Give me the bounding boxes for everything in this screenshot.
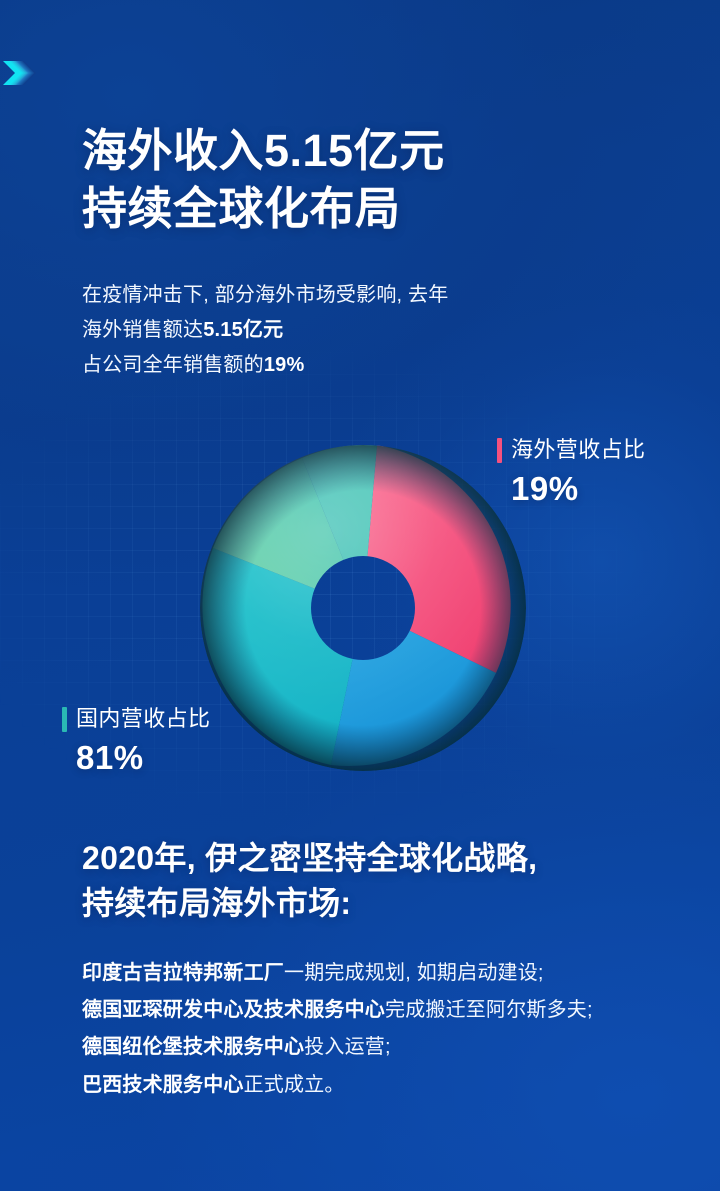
list-item-bold: 德国纽伦堡技术服务中心 bbox=[82, 1036, 305, 1059]
section-heading: 2020年, 伊之密坚持全球化战略, 持续布局海外市场: bbox=[82, 836, 537, 927]
page-title-line-2: 持续全球化布局 bbox=[82, 182, 401, 234]
summary-paragraph: 在疫情冲击下, 部分海外市场受影响, 去年 海外销售额达5.15亿元 占公司全年… bbox=[82, 278, 448, 382]
legend-domestic-color-swatch bbox=[62, 707, 67, 732]
milestone-list: 印度古吉拉特邦新工厂一期完成规划, 如期启动建设; 德国亚琛研发中心及技术服务中… bbox=[82, 955, 593, 1104]
list-item-bold: 巴西技术服务中心 bbox=[82, 1073, 244, 1096]
list-item-text: 一期完成规划, 如期启动建设; bbox=[284, 962, 544, 984]
summary-line-3: 占公司全年销售额的19% bbox=[82, 348, 448, 383]
legend-domestic-row: 国内营收占比 bbox=[62, 706, 210, 732]
summary-line-3-highlight: 19% bbox=[263, 353, 305, 376]
section-heading-line-1: 2020年, 伊之密坚持全球化战略, bbox=[82, 840, 538, 876]
section-heading-line-2: 持续布局海外市场: bbox=[82, 885, 352, 922]
list-item-bold: 德国亚琛研发中心及技术服务中心 bbox=[82, 999, 385, 1022]
list-item: 德国纽伦堡技术服务中心投入运营; bbox=[82, 1029, 593, 1066]
legend-domestic: 国内营收占比 81% bbox=[62, 706, 210, 778]
legend-overseas-color-swatch bbox=[497, 438, 502, 463]
list-item-text: 完成搬迁至阿尔斯多夫; bbox=[385, 999, 593, 1022]
list-item-text: 正式成立。 bbox=[243, 1073, 345, 1096]
list-item-bold: 印度古吉拉特邦新工厂 bbox=[82, 962, 284, 984]
list-item: 德国亚琛研发中心及技术服务中心完成搬迁至阿尔斯多夫; bbox=[82, 992, 593, 1029]
summary-line-2-highlight: 5.15亿元 bbox=[203, 318, 284, 341]
list-item-text: 投入运营; bbox=[304, 1036, 391, 1059]
donut-segments bbox=[200, 444, 526, 771]
legend-overseas-row: 海外营收占比 bbox=[497, 437, 645, 463]
summary-line-2-text: 海外销售额达 bbox=[82, 318, 204, 341]
summary-line-1: 在疫情冲击下, 部分海外市场受影响, 去年 bbox=[82, 284, 449, 306]
legend-overseas-label: 海外营收占比 bbox=[511, 437, 646, 462]
legend-domestic-value: 81% bbox=[76, 739, 144, 776]
page-title-line-1: 海外收入5.15亿元 bbox=[82, 125, 445, 176]
revenue-donut-chart bbox=[198, 443, 528, 773]
summary-line-2: 海外销售额达5.15亿元 bbox=[82, 313, 448, 348]
legend-overseas-value: 19% bbox=[511, 470, 579, 507]
list-item: 巴西技术服务中心正式成立。 bbox=[82, 1067, 593, 1104]
donut-chart-svg bbox=[200, 444, 526, 771]
legend-overseas: 海外营收占比 19% bbox=[497, 437, 645, 509]
list-item: 印度古吉拉特邦新工厂一期完成规划, 如期启动建设; bbox=[82, 955, 593, 992]
legend-domestic-label: 国内营收占比 bbox=[76, 706, 211, 731]
summary-line-3-text: 占公司全年销售额的 bbox=[82, 353, 264, 376]
page-title: 海外收入5.15亿元 持续全球化布局 bbox=[82, 122, 445, 237]
